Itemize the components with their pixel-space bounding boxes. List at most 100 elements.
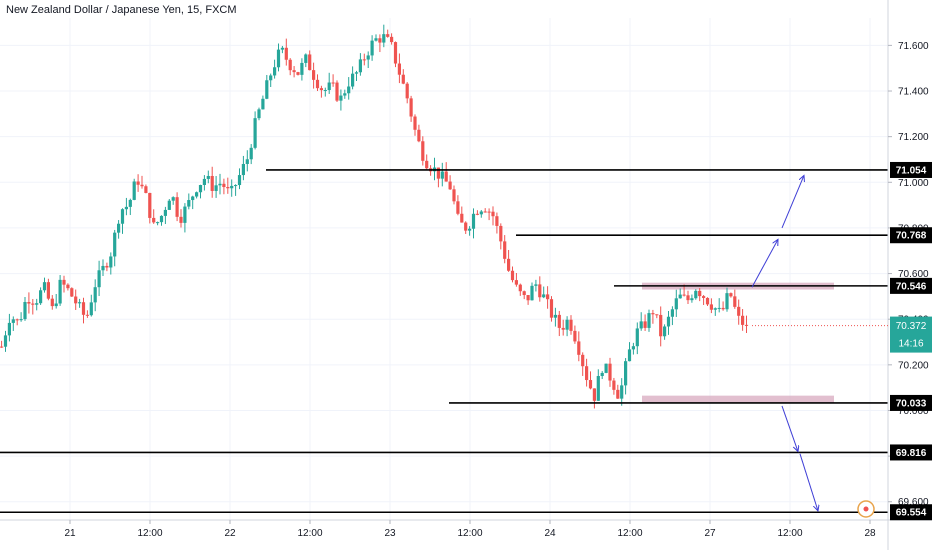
candle-body [265,80,269,99]
candle-body [288,59,292,71]
candle-body [261,98,265,110]
candle-body [273,67,277,76]
candle-body [744,324,749,326]
candle-body [27,302,31,304]
candle-body [639,321,643,329]
candle-body [296,72,300,75]
candle-body [109,256,113,268]
candle-body [678,294,682,299]
candle-body [705,297,710,305]
candle-body [253,118,257,148]
arrow-down-1 [781,405,798,452]
candle-body [218,183,222,186]
candle-body [191,196,195,201]
candle-body [85,314,89,316]
candle-body [421,141,425,161]
candle-body [132,181,136,200]
candle-body [374,38,378,41]
candle-body [577,341,581,355]
candle-body [663,326,667,337]
level-badge [890,227,932,244]
candle-body [464,222,468,231]
candle-body [709,304,713,310]
candle-body [670,309,674,317]
candle-body [581,354,585,367]
candle-body [23,302,27,320]
candle-body [569,319,573,331]
candle-body [655,314,659,316]
candle-body [11,319,15,323]
candle-body [468,228,472,231]
candle-body [175,197,179,217]
candle-body [339,95,343,101]
candles [0,24,749,409]
candle-body [456,201,460,214]
x-tick-label: 12:00 [777,528,802,539]
grid [0,18,888,520]
candle-body [620,385,624,399]
candle-body [510,270,515,281]
level-badge [890,161,932,178]
candle-body [323,90,327,92]
candle-body [89,302,93,316]
candle-body [234,185,238,187]
candle-body [534,284,538,286]
candle-body [319,88,323,91]
candle-body [167,200,171,210]
candle-body [409,98,413,117]
candle-body [573,330,577,342]
candle-body [624,361,628,386]
candle-body [366,55,370,60]
level-badge-label: 69.554 [896,508,927,519]
candle-body [249,147,253,160]
session-marker-dot [863,506,869,512]
candle-body [643,321,647,328]
level-badge [890,504,932,521]
candle-body [280,47,284,50]
candle-body [35,303,39,305]
candle-body [198,184,203,193]
time-axis: 21 12:00 22 12:00 23 12:00 24 12:00 27 12:00 28 [0,519,932,539]
candle-body [542,294,546,298]
x-tick-label: 12:00 [457,528,482,539]
candle-body [397,63,401,75]
candle-body [604,363,608,373]
candle-body [343,93,347,96]
candle-body [557,314,561,328]
candle-body [81,302,86,315]
candle-body [120,209,125,224]
candle-body [78,302,82,304]
candle-body [195,192,199,197]
x-tick-label: 24 [544,528,556,539]
candle-body [327,82,331,91]
candle-body [354,72,359,74]
candle-body [171,197,175,201]
candle-body [475,213,479,215]
candle-body [163,209,167,216]
candle-body [241,163,245,176]
candle-body [612,380,616,390]
candle-body [608,363,612,381]
candle-body [58,279,62,304]
candle-body [222,183,226,188]
candle-body [386,34,390,37]
candle-body [717,307,721,309]
candle-body [666,316,671,327]
candle-body [97,270,101,288]
y-tick-label: 70.000 [898,406,929,417]
candle-body [553,314,557,318]
candle-body [538,284,542,298]
x-tick-label: 12:00 [617,528,642,539]
candle-body [54,303,58,307]
candle-body [561,327,565,330]
candle-body [522,291,526,296]
candle-body [382,34,386,43]
candle-body [144,186,148,193]
candle-body [152,217,156,223]
candle-body [487,211,491,213]
candle-body [210,175,214,191]
x-tick-label: 21 [64,528,76,539]
candle-body [183,206,187,223]
candle-body [378,38,382,43]
